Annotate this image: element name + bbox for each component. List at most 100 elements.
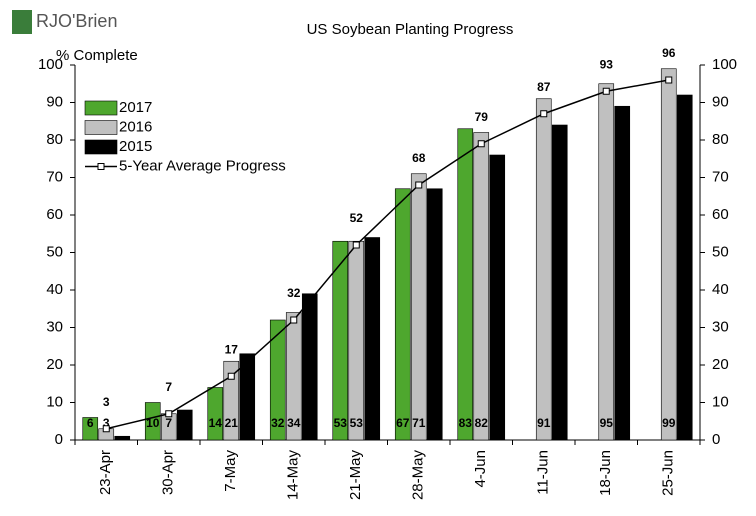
data-label: 83 — [459, 416, 473, 430]
data-label: 7 — [165, 380, 172, 394]
data-label: 3 — [103, 395, 110, 409]
data-label: 71 — [412, 416, 426, 430]
y-tick-label: 0 — [55, 431, 63, 448]
line-marker — [227, 372, 235, 380]
line-marker — [477, 140, 485, 148]
bar — [207, 387, 224, 441]
bar — [269, 319, 286, 441]
data-label: 96 — [662, 46, 676, 60]
bar — [301, 293, 318, 441]
data-label: 99 — [662, 416, 676, 430]
y-tick-label: 50 — [46, 243, 63, 260]
legend-label: 2016 — [119, 118, 152, 135]
x-tick-label: 30-Apr — [160, 450, 177, 495]
legend-label: 5-Year Average Progress — [119, 157, 286, 174]
y-tick-label: 10 — [46, 393, 63, 410]
y2-tick-label: 60 — [712, 206, 729, 223]
data-label: 53 — [350, 416, 364, 430]
y-tick-label: 60 — [46, 206, 63, 223]
line-marker — [165, 410, 173, 418]
y-tick-label: 100 — [38, 56, 63, 73]
bar — [394, 188, 411, 441]
data-label: 93 — [600, 57, 614, 71]
data-label: 14 — [209, 416, 223, 430]
data-label: 17 — [225, 342, 239, 356]
data-label: 32 — [271, 416, 285, 430]
data-label: 10 — [146, 416, 160, 430]
bar — [144, 402, 161, 441]
legend-label: 2017 — [119, 99, 152, 116]
x-tick-label: 14-May — [285, 450, 302, 501]
line-marker — [602, 87, 610, 95]
x-tick-label: 28-May — [410, 450, 427, 501]
logo-icon — [12, 10, 32, 34]
bar — [660, 68, 677, 441]
y-tick-label: 70 — [46, 168, 63, 185]
line-marker — [540, 110, 548, 118]
data-label: 87 — [537, 80, 551, 94]
y-tick-label: 40 — [46, 281, 63, 298]
y-axis-label: % Complete — [56, 47, 138, 64]
bar — [176, 409, 193, 441]
legend-marker — [97, 163, 105, 170]
data-label: 95 — [600, 416, 614, 430]
data-label: 3 — [103, 416, 110, 430]
y2-tick-label: 100 — [712, 56, 737, 73]
y2-tick-label: 30 — [712, 318, 729, 335]
bar — [223, 360, 240, 441]
line-marker — [290, 316, 298, 324]
legend-swatch — [84, 139, 118, 155]
legend-swatch — [84, 100, 118, 116]
bar — [457, 128, 474, 441]
x-tick-label: 23-Apr — [97, 450, 114, 495]
data-label: 67 — [396, 416, 410, 430]
legend-label: 2015 — [119, 138, 152, 155]
data-label: 91 — [537, 416, 551, 430]
x-tick-label: 4-Jun — [472, 450, 489, 488]
chart-title: US Soybean Planting Progress — [307, 21, 514, 38]
y2-tick-label: 10 — [712, 393, 729, 410]
y2-tick-label: 0 — [712, 431, 720, 448]
bar — [332, 240, 349, 441]
bar — [364, 237, 381, 441]
y2-tick-label: 80 — [712, 131, 729, 148]
line — [106, 79, 669, 430]
bar — [348, 240, 365, 441]
bar — [535, 98, 552, 441]
x-tick-label: 7-May — [222, 450, 239, 492]
y2-tick-label: 50 — [712, 243, 729, 260]
line-marker — [665, 76, 673, 84]
data-label: 7 — [165, 416, 172, 430]
bar — [410, 173, 427, 441]
bar — [551, 124, 568, 441]
data-label: 21 — [225, 416, 239, 430]
y2-tick-label: 40 — [712, 281, 729, 298]
bar — [676, 94, 693, 441]
logo: RJO'Brien — [36, 11, 117, 31]
data-label: 34 — [287, 416, 301, 430]
bar — [614, 105, 631, 441]
bar — [489, 154, 506, 441]
x-tick-label: 21-May — [347, 450, 364, 501]
y-tick-label: 80 — [46, 131, 63, 148]
data-label: 79 — [475, 110, 489, 124]
bar — [426, 188, 443, 441]
bar — [239, 353, 256, 441]
data-label: 68 — [412, 151, 426, 165]
x-tick-label: 18-Jun — [597, 450, 614, 496]
line-marker — [415, 181, 423, 189]
line-marker — [102, 425, 110, 433]
y2-tick-label: 90 — [712, 93, 729, 110]
data-label: 82 — [475, 416, 489, 430]
bar — [82, 417, 99, 441]
bar — [473, 132, 490, 441]
data-label: 53 — [334, 416, 348, 430]
line-marker — [352, 241, 360, 249]
data-label: 32 — [287, 286, 301, 300]
y2-tick-label: 70 — [712, 168, 729, 185]
y-tick-label: 30 — [46, 318, 63, 335]
bar — [598, 83, 615, 441]
y2-tick-label: 20 — [712, 356, 729, 373]
y-tick-label: 20 — [46, 356, 63, 373]
